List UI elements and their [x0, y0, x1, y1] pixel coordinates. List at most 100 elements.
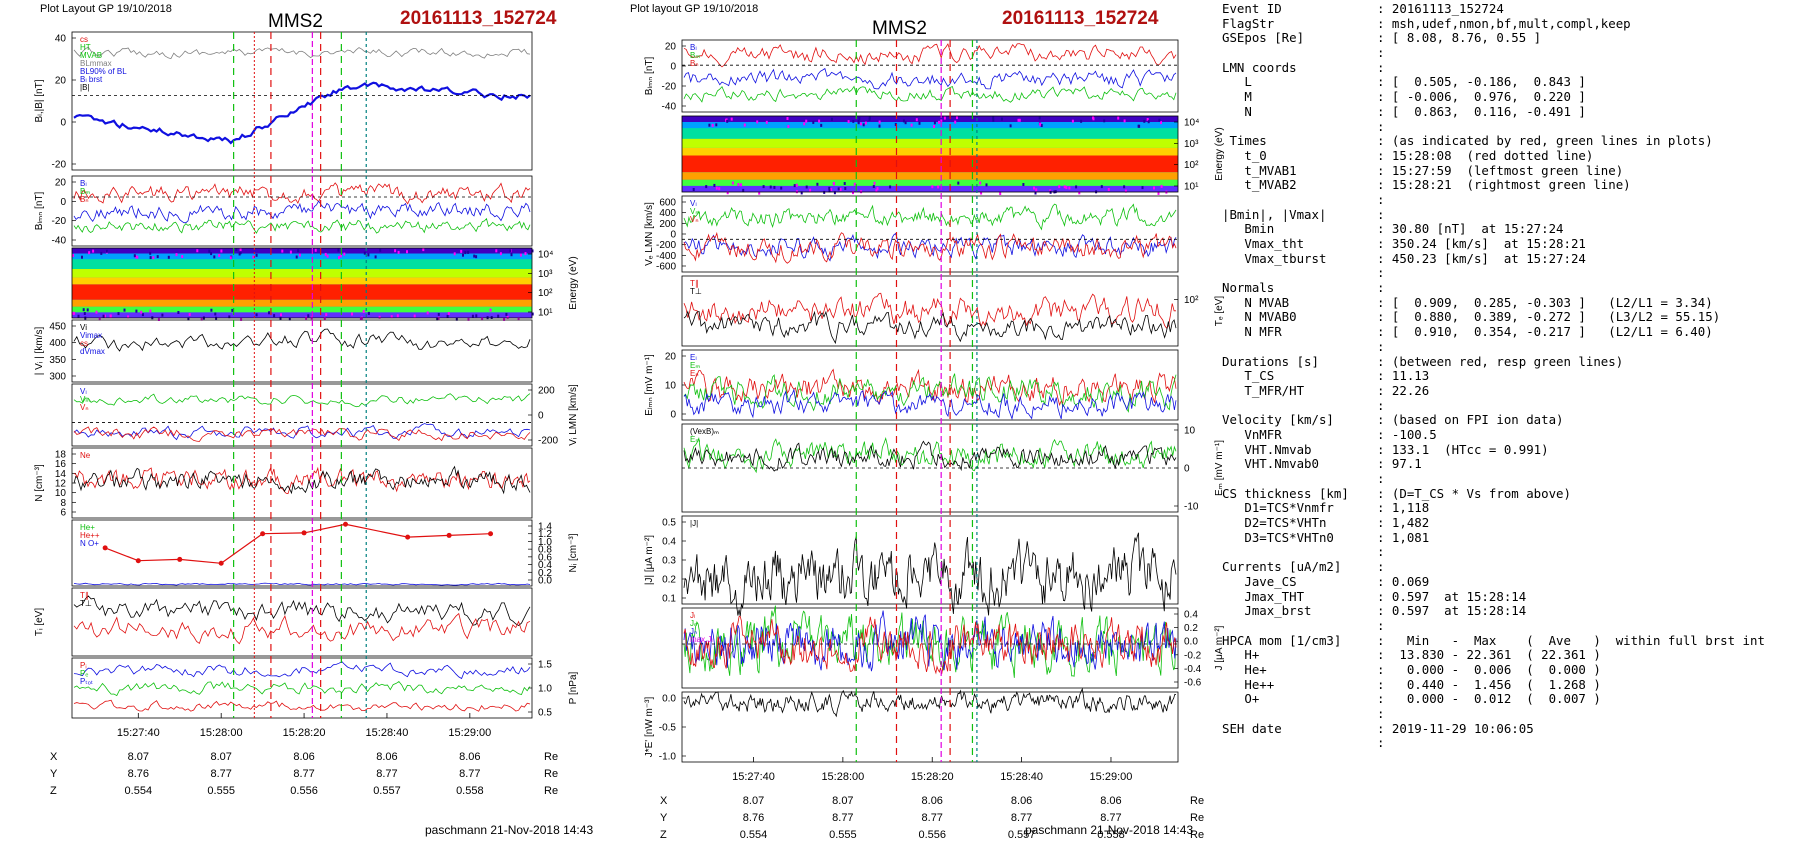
y-tick-label: 0 [670, 410, 676, 421]
coord-value: 8.77 [1011, 812, 1032, 824]
coord-unit: Re [544, 768, 558, 780]
y-tick-label: 0 [670, 230, 676, 241]
summary-row: : [1222, 46, 1802, 61]
spec-speckle [933, 121, 936, 125]
spec-speckle [462, 253, 464, 257]
summary-row: : [1222, 545, 1802, 560]
spec-speckle [692, 188, 695, 191]
y-tick-label: -20 [662, 82, 677, 93]
spec-speckle [208, 249, 211, 253]
spec-speckle [149, 256, 152, 260]
spec-speckle [1107, 188, 1110, 191]
summary-row: CS thickness [km]: (D=T_CS * Vs from abo… [1222, 487, 1802, 502]
summary-value: : 0.597 at 15:28:14 [1377, 604, 1527, 619]
summary-row: Vmax_tht: 350.24 [km/s] at 15:28:21 [1222, 237, 1802, 252]
coord-value: 8.07 [210, 751, 231, 763]
legend-entry: He+ [80, 523, 95, 532]
spec-speckle [805, 119, 808, 123]
coord-value: 8.07 [128, 751, 149, 763]
y-tick-label: 0.1 [662, 594, 676, 605]
summary-row: Times: (as indicated by red, green lines… [1222, 134, 1802, 149]
legend-entry: Pₜₒₜ [80, 677, 93, 686]
panel-ti: Tᵢ [eV] T∥T⊥ [34, 587, 533, 657]
spectrogram [682, 116, 1178, 195]
y-tick-label: 20 [55, 76, 67, 87]
coord-value: 8.77 [922, 812, 943, 824]
summary-row: : [1222, 472, 1802, 487]
spec-speckle [843, 182, 846, 185]
summary-value: : [ 0.863, 0.116, -0.491 ] [1377, 104, 1586, 119]
spec-speckle [127, 315, 130, 319]
spec-speckle [374, 255, 377, 259]
spec-speckle [1153, 186, 1155, 190]
coord-value: 8.06 [1011, 795, 1032, 807]
spec-speckle [713, 183, 716, 187]
spec-speckle [490, 316, 493, 319]
legend-entry: He++ [80, 531, 100, 540]
coord-value: 8.77 [459, 768, 480, 780]
spec-speckle [100, 251, 103, 255]
data-trace [73, 217, 531, 234]
y-tick-label: 350 [49, 355, 66, 366]
summary-row: : [1222, 120, 1802, 135]
spec-speckle [828, 189, 831, 193]
spec-speckle [985, 183, 988, 187]
spec-speckle [88, 251, 91, 255]
spec-speckle [992, 116, 995, 120]
spec-speckle [769, 185, 772, 189]
spec-speckle [847, 120, 850, 124]
y-tick-label: 0 [60, 197, 66, 208]
summary-row: Vmax_tburst: 450.23 [km/s] at 15:27:24 [1222, 252, 1802, 267]
data-trace [683, 43, 1177, 68]
spec-speckle [324, 252, 327, 256]
spec-speckle [83, 312, 86, 315]
summary-key: M [1222, 90, 1252, 105]
spec-speckle [864, 121, 867, 125]
legend-entry: T⊥ [80, 599, 92, 608]
summary-row: N MVAB: [ 0.909, 0.285, -0.303 ] (L2/L1 … [1222, 296, 1802, 311]
spec-speckle [980, 191, 983, 195]
y-axis-label: Eₘ [mV m⁻¹] [1214, 440, 1225, 496]
legend-entry: Jₘ [690, 619, 699, 628]
spec-speckle [862, 123, 865, 127]
spec-band [72, 284, 532, 300]
summary-key: Durations [s] [1222, 354, 1319, 369]
summary-key: Jmax_THT [1222, 589, 1305, 604]
legend-entry: dVmax [80, 347, 105, 356]
left-header: Plot Layout GP 19/10/2018 [40, 3, 172, 15]
summary-value: : 133.1 (HTcc = 0.991) [1377, 442, 1549, 457]
summary-row: HPCA mom [1/cm3]: Min - Max ( Ave ) with… [1222, 634, 1802, 649]
spec-speckle [81, 255, 83, 259]
legend-entry: |J| [690, 519, 698, 528]
spec-speckle [832, 181, 835, 185]
spec-speckle [460, 249, 463, 253]
spec-speckle [288, 317, 291, 321]
y-axis-label: Vₑ LMN [km/s] [644, 202, 655, 266]
summary-value: : 1,482 [1377, 516, 1430, 531]
summary-key: Currents [uA/m2] [1222, 560, 1342, 575]
legend-entry: Eₘ [690, 435, 700, 444]
y-axis-label: Energy (eV) [568, 256, 579, 309]
y-tick-label: 600 [659, 198, 676, 209]
spec-speckle [255, 253, 258, 257]
spec-speckle [273, 314, 276, 318]
spec-speckle [957, 181, 960, 185]
spec-speckle [786, 117, 789, 120]
spec-speckle [390, 315, 393, 319]
legend-entry: BLmmax [80, 59, 112, 68]
summary-value: : 0.000 - 0.006 ( 0.000 ) [1377, 662, 1601, 677]
y-axis-label: Tᵢ [eV] [34, 608, 45, 636]
legend-entry: Vimax [80, 331, 102, 340]
summary-row: : [1222, 193, 1802, 208]
spec-speckle [239, 251, 242, 255]
x-tick-label: 15:28:00 [821, 771, 864, 783]
data-trace [683, 368, 1177, 407]
spec-speckle [268, 311, 270, 315]
legend-entry: T∥ [690, 279, 699, 288]
summary-key: |Bmin|, |Vmax| [1222, 207, 1327, 222]
x-tick-label: 15:28:20 [911, 771, 954, 783]
right-event-id: 20161113_152724 [1002, 8, 1159, 29]
series-he2-point [135, 558, 141, 564]
